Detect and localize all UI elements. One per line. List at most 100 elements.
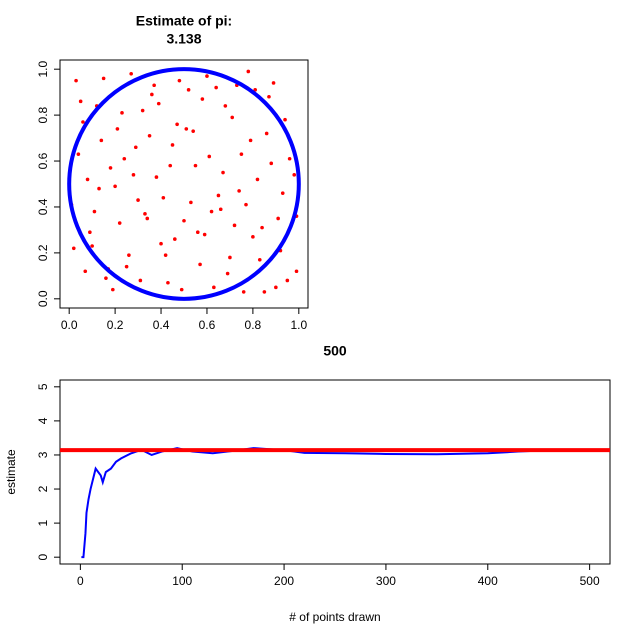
point — [182, 218, 186, 223]
point — [285, 278, 290, 283]
point — [120, 111, 124, 115]
point — [113, 184, 117, 189]
y-tick-label: 2 — [36, 485, 50, 492]
point — [83, 269, 88, 274]
x-tick-label: 0.4 — [153, 318, 170, 332]
point — [212, 285, 216, 290]
point — [101, 76, 106, 81]
y-axis-label: estimate — [4, 449, 18, 495]
point — [140, 108, 145, 113]
point — [166, 280, 170, 285]
point — [163, 253, 168, 257]
x-tick-label: 0 — [77, 574, 84, 588]
point — [76, 152, 81, 156]
y-tick-label: 0.8 — [36, 106, 50, 123]
point — [276, 216, 280, 221]
point — [92, 209, 97, 214]
point — [223, 104, 228, 108]
point — [78, 99, 83, 104]
x-tick-label: 200 — [274, 574, 294, 588]
point — [195, 230, 200, 235]
point — [85, 177, 90, 182]
point — [246, 69, 251, 74]
x-tick-label: 100 — [172, 574, 192, 588]
point — [156, 101, 161, 106]
plot-frame — [59, 59, 309, 309]
point — [145, 216, 150, 221]
circle — [67, 67, 301, 301]
point — [138, 278, 143, 283]
point — [241, 290, 246, 294]
point — [189, 200, 193, 205]
point — [173, 237, 177, 241]
point — [186, 88, 191, 92]
point — [74, 78, 78, 83]
point — [193, 163, 198, 168]
y-tick-label: 5 — [36, 383, 50, 390]
point — [225, 271, 230, 276]
point — [111, 287, 115, 292]
point — [264, 131, 269, 136]
y-tick-label: 0.0 — [36, 290, 50, 307]
point — [175, 122, 179, 127]
point — [228, 255, 232, 260]
point — [81, 120, 85, 124]
x-tick-label: 0.2 — [107, 318, 124, 332]
point — [205, 74, 209, 78]
y-tick-label: 0.2 — [36, 244, 50, 261]
plot-frame — [59, 379, 611, 565]
point — [257, 257, 262, 262]
point — [207, 154, 212, 159]
point — [170, 143, 175, 147]
point — [159, 241, 163, 246]
point — [131, 173, 136, 177]
y-tick-label: 0 — [36, 554, 50, 561]
x-tick-label: 0.8 — [245, 318, 262, 332]
y-tick-label: 4 — [36, 417, 50, 424]
x-axis-label: # of points drawn — [289, 610, 380, 624]
y-tick-label: 1.0 — [36, 61, 50, 78]
point — [202, 232, 207, 237]
point — [267, 94, 271, 99]
point — [136, 198, 140, 202]
y-tick-label: 0.4 — [36, 198, 50, 215]
point — [108, 166, 113, 170]
x-tick-label: 1.0 — [290, 318, 307, 332]
chart-subtitle: 3.138 — [166, 31, 201, 47]
x-tick-label: 300 — [376, 574, 396, 588]
chart-title: 500 — [323, 343, 347, 359]
point — [255, 177, 260, 182]
point — [143, 212, 147, 216]
point — [124, 264, 129, 269]
chart-title: Estimate of pi: — [136, 13, 232, 29]
point — [244, 202, 248, 207]
line — [81, 447, 590, 559]
point — [232, 223, 237, 228]
point — [177, 78, 182, 83]
point — [97, 186, 101, 191]
point — [184, 127, 189, 131]
point — [248, 138, 253, 143]
x-tick-label: 0.0 — [61, 318, 78, 332]
y-tick-label: 1 — [36, 519, 50, 526]
point — [150, 92, 154, 97]
point — [133, 145, 138, 150]
point — [280, 191, 285, 195]
point — [147, 133, 152, 138]
point — [90, 244, 94, 248]
point — [218, 207, 223, 212]
point — [152, 83, 156, 88]
point — [274, 285, 278, 290]
point — [214, 85, 218, 90]
point — [198, 262, 202, 267]
x-tick-label: 0.6 — [199, 318, 216, 332]
x-tick-label: 400 — [478, 574, 498, 588]
point — [237, 189, 241, 193]
point — [262, 290, 267, 294]
point — [269, 161, 274, 166]
point — [294, 269, 299, 274]
point — [209, 209, 214, 214]
point — [127, 253, 131, 257]
point — [99, 138, 104, 143]
